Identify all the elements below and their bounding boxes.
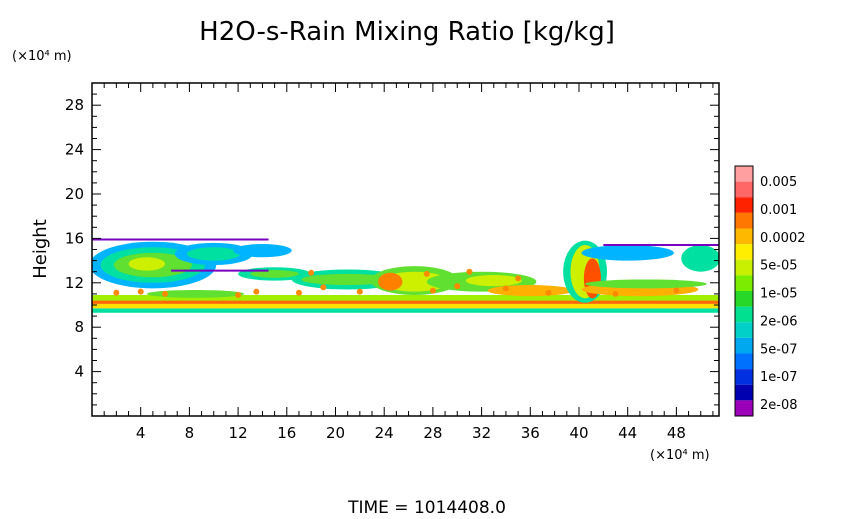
colorbar-label: 0.0002	[760, 231, 806, 246]
field-region-10	[301, 273, 394, 286]
field-region-8	[250, 270, 299, 278]
y-tick-labels: 4 8 12 16 20 24 28	[65, 96, 84, 380]
colorbar-swatch-15	[735, 400, 753, 416]
field-layer	[92, 238, 719, 313]
colorbar-swatch-14	[735, 384, 753, 401]
colorbar-swatch-0	[735, 166, 753, 182]
field-speckle-2	[162, 290, 169, 297]
field-region-23	[585, 279, 707, 289]
axis-ticks	[92, 83, 719, 416]
colorbar-swatch-6	[735, 259, 753, 276]
colorbar-labels: 0.005 0.001 0.0002 5e-05 1e-05 2e-06 5e-07 1e-0…	[760, 175, 806, 413]
field-speckle-5	[295, 289, 302, 296]
colorbar-swatch-7	[735, 275, 753, 291]
colorbar-frame	[734, 165, 754, 417]
field-speckle-6	[320, 284, 327, 291]
y-tick-label: 12	[65, 274, 84, 292]
field-band-0	[92, 308, 719, 313]
colorbar-label: 0.001	[760, 203, 797, 218]
field-region-13	[378, 272, 403, 291]
field-speckle-12	[612, 290, 619, 297]
colorbar-label: 1e-07	[760, 370, 798, 385]
x-tick-label: 16	[277, 424, 296, 442]
colorbar-swatch-2	[735, 197, 753, 213]
field-region-15	[465, 275, 522, 287]
y-tick-label: 24	[65, 141, 84, 159]
field-speckle-0	[113, 289, 120, 296]
field-speckle-17	[515, 275, 522, 282]
x-tick-label: 48	[667, 424, 686, 442]
x-tick-label: 8	[185, 424, 195, 442]
field-speckle-15	[466, 268, 473, 275]
x-tick-label: 36	[521, 424, 540, 442]
colorbar-label: 2e-06	[760, 314, 798, 329]
colorbar-swatch-8	[735, 291, 753, 307]
x-axis-unit: (×10⁴ m)	[650, 448, 710, 463]
colorbar-label: 2e-08	[760, 398, 798, 413]
colorbar-swatch-10	[735, 322, 753, 338]
colorbar-swatch-12	[735, 353, 753, 370]
y-tick-label: 4	[74, 363, 84, 381]
x-tick-label: 28	[423, 424, 442, 442]
x-tick-label: 40	[569, 424, 588, 442]
colorbar-swatch-1	[735, 181, 753, 198]
field-region-21	[681, 245, 719, 272]
x-tick-label: 12	[229, 424, 248, 442]
colorbar-label: 1e-05	[760, 287, 798, 302]
x-tick-label: 32	[472, 424, 491, 442]
field-region-3	[128, 257, 166, 271]
field-region-24	[146, 290, 245, 298]
field-region-6	[233, 243, 292, 258]
field-band-2	[92, 300, 719, 304]
field-region-20	[581, 245, 674, 261]
x-tick-label: 24	[375, 424, 394, 442]
colorbar-swatch-4	[735, 228, 753, 245]
colorbar-swatch-9	[735, 306, 753, 323]
colorbar-label: 5e-05	[760, 259, 798, 274]
colorbar-label: 0.005	[760, 175, 797, 190]
field-speckle-13	[673, 287, 680, 294]
x-tick-label: 44	[618, 424, 637, 442]
y-axis-label: Height	[30, 219, 51, 279]
x-tick-labels: 4 8 12 16 20 24 28 32 36 40 44 48	[136, 424, 686, 442]
y-axis-unit: (×10⁴ m)	[12, 49, 72, 64]
field-speckle-1	[137, 288, 144, 295]
colorbar-swatch-11	[735, 337, 753, 354]
field-speckle-3	[235, 292, 242, 299]
x-tick-label: 4	[136, 424, 146, 442]
field-region-16	[487, 285, 573, 297]
field-speckle-9	[454, 283, 461, 290]
x-tick-label: 20	[326, 424, 345, 442]
field-speckle-11	[545, 289, 552, 296]
colorbar-label: 5e-07	[760, 342, 798, 357]
field-speckle-10	[502, 285, 509, 292]
chart-title: H2O-s-Rain Mixing Ratio [kg/kg]	[199, 17, 615, 47]
field-band-1	[92, 303, 719, 309]
y-tick-label: 28	[65, 96, 84, 114]
field-band-3	[92, 295, 719, 301]
y-tick-label: 16	[65, 229, 84, 247]
colorbar-swatch-5	[735, 244, 753, 260]
field-speckle-14	[423, 270, 430, 277]
colorbar-swatch-3	[735, 212, 753, 229]
time-label: TIME = 1014408.0	[347, 498, 506, 518]
colorbar-swatch-13	[735, 369, 753, 385]
field-speckle-8	[429, 287, 436, 294]
field-speckle-7	[356, 288, 363, 295]
colorbar	[734, 165, 754, 417]
y-tick-label: 8	[74, 318, 84, 336]
y-tick-label: 20	[65, 185, 84, 203]
field-speckle-16	[308, 269, 315, 276]
field-region-5	[186, 247, 241, 261]
field-speckle-4	[253, 288, 260, 295]
